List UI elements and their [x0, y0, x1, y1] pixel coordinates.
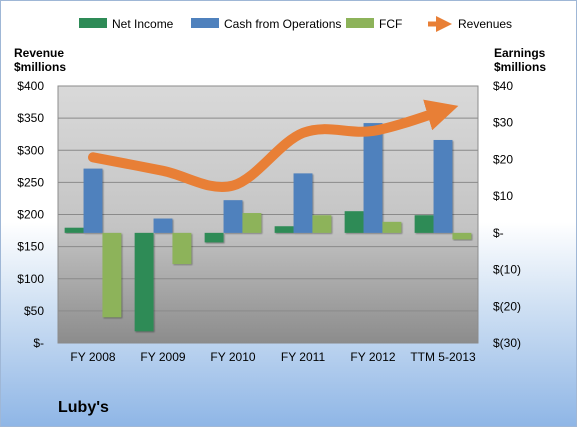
bar-fcf: [452, 232, 472, 240]
right-tick-label: $10: [493, 189, 513, 203]
right-axis-title: Earnings $millions: [494, 46, 546, 74]
right-axis-title-line2: $millions: [494, 60, 547, 74]
right-tick-label: $20: [493, 152, 513, 166]
line-revenues: [88, 99, 459, 192]
left-tick-label: $250: [17, 175, 44, 189]
bar-cash-from-operations: [363, 123, 383, 233]
bar-cash-from-operations: [433, 139, 453, 233]
left-tick-label: $300: [17, 143, 44, 157]
x-axis: FY 2008 FY 2009 FY 2010 FY 2011 FY 2012 TTM 5…: [70, 350, 476, 364]
legend-item-cash-from-operations: Cash from Operations: [191, 17, 341, 31]
left-tick-label: $400: [17, 79, 44, 93]
right-tick-label: $-: [493, 226, 504, 240]
revenue-line-layer: [88, 99, 459, 192]
bar-fcf: [172, 232, 192, 265]
left-axis-title: Revenue $millions: [14, 46, 66, 74]
right-tick-label: $(10): [493, 263, 521, 277]
legend-swatch-cash-from-operations: [191, 18, 219, 28]
bar-cash-from-operations: [223, 200, 243, 233]
bar-fcf: [382, 221, 402, 233]
x-tick-label: FY 2010: [210, 350, 255, 364]
left-tick-label: $50: [24, 304, 44, 318]
x-tick-label: FY 2011: [281, 350, 326, 364]
right-tick-label: $(30): [493, 336, 521, 350]
bar-net-income: [344, 211, 364, 233]
right-tick-label: $30: [493, 116, 513, 130]
right-axis: $(30) $(20) $(10) $- $10 $20 $30 $40: [493, 79, 521, 350]
right-tick-label: $(20): [493, 299, 521, 313]
company-name: Luby's: [58, 399, 109, 416]
right-axis-title-line1: Earnings: [494, 46, 546, 60]
legend-swatch-net-income: [79, 18, 107, 28]
legend-swatch-fcf: [346, 18, 374, 28]
bars-layer: [64, 123, 472, 332]
bar-net-income: [64, 227, 84, 233]
legend-label-cash-from-operations: Cash from Operations: [224, 17, 341, 31]
bar-cash-from-operations: [83, 168, 103, 233]
left-axis-title-line1: Revenue: [14, 46, 65, 60]
left-axis: $- $50 $100 $150 $200 $250 $300 $350 $400: [17, 79, 44, 350]
left-tick-label: $150: [17, 240, 44, 254]
legend-item-net-income: Net Income: [79, 17, 174, 31]
left-tick-label: $350: [17, 111, 44, 125]
bar-fcf: [102, 232, 122, 318]
bar-net-income: [204, 232, 224, 243]
legend-label-revenues: Revenues: [458, 17, 512, 31]
x-tick-label: FY 2009: [140, 350, 185, 364]
legend-label-net-income: Net Income: [112, 17, 174, 31]
left-tick-label: $200: [17, 208, 44, 222]
legend-item-fcf: FCF: [346, 17, 402, 31]
bar-fcf: [312, 215, 332, 233]
legend-label-fcf: FCF: [379, 17, 402, 31]
legend-item-revenues: Revenues: [428, 15, 512, 32]
bar-net-income: [274, 226, 294, 233]
bar-net-income: [134, 232, 154, 332]
right-tick-label: $40: [493, 79, 513, 93]
bar-net-income: [414, 215, 434, 233]
x-tick-label: TTM 5-2013: [410, 350, 476, 364]
left-axis-title-line2: $millions: [14, 60, 67, 74]
x-tick-label: FY 2008: [70, 350, 115, 364]
legend: Net Income Cash from Operations FCF Revenue…: [79, 15, 512, 32]
left-tick-label: $-: [33, 336, 44, 350]
gridlines: [58, 85, 478, 344]
left-tick-label: $100: [17, 272, 44, 286]
x-tick-label: FY 2012: [350, 350, 395, 364]
bar-fcf: [242, 213, 262, 233]
bar-cash-from-operations: [153, 218, 173, 233]
bar-cash-from-operations: [293, 173, 313, 233]
